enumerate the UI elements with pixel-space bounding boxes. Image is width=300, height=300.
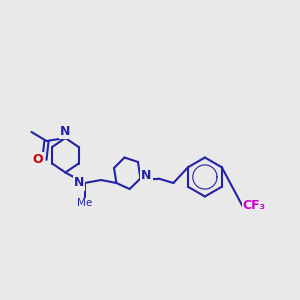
Text: N: N (74, 176, 84, 190)
Text: N: N (60, 125, 70, 139)
Text: CF₃: CF₃ (243, 199, 266, 212)
Text: Me: Me (77, 198, 92, 208)
Text: O: O (32, 153, 43, 166)
Text: N: N (141, 169, 152, 182)
